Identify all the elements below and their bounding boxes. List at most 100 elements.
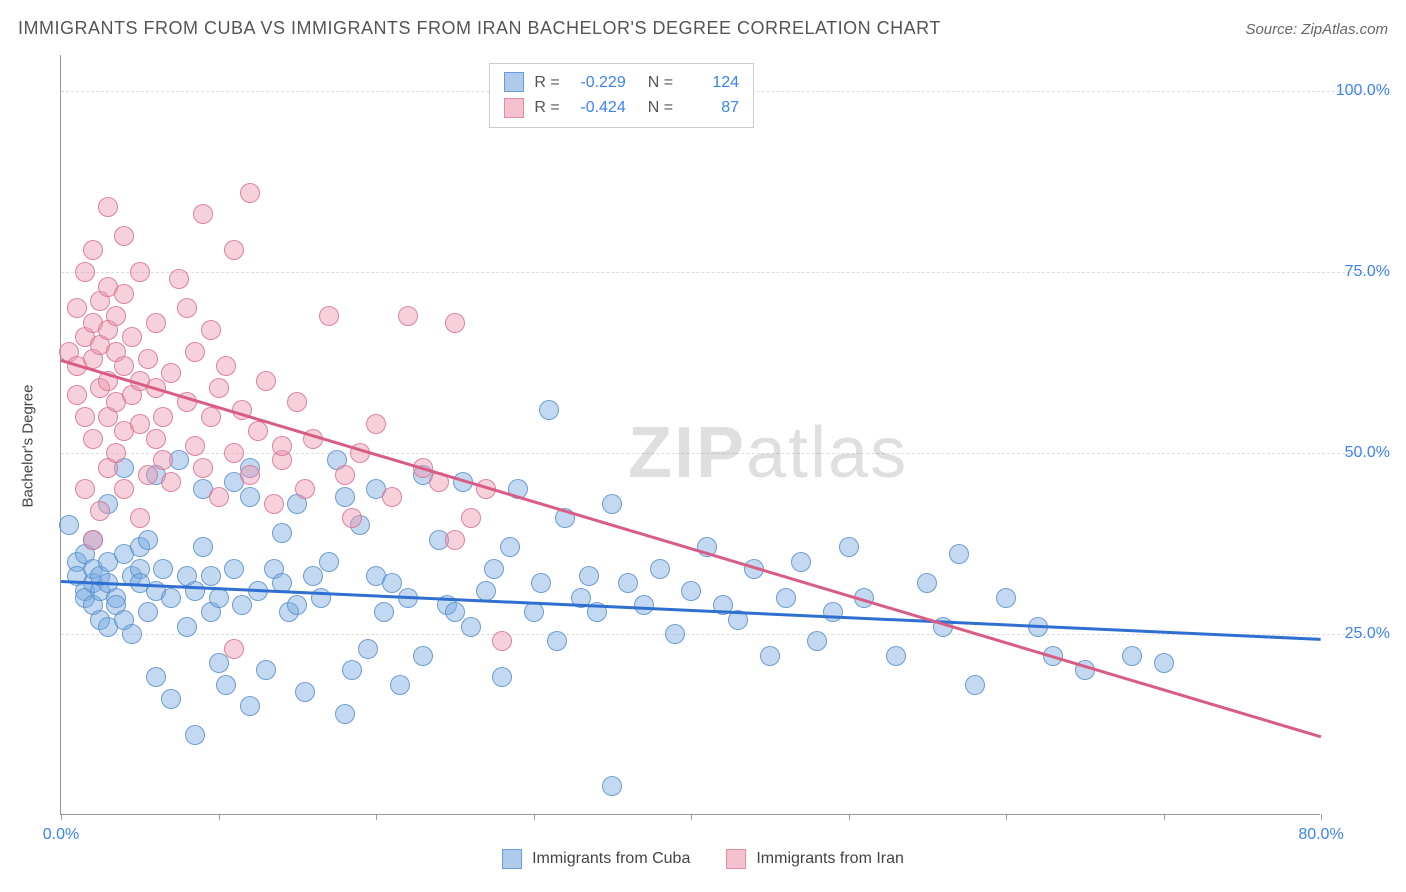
- data-point-cuba: [177, 617, 197, 637]
- data-point-cuba: [303, 566, 323, 586]
- data-point-iran: [209, 487, 229, 507]
- data-point-iran: [114, 226, 134, 246]
- y-tick-label: 50.0%: [1345, 444, 1390, 462]
- data-point-cuba: [484, 559, 504, 579]
- data-point-iran: [366, 414, 386, 434]
- data-point-cuba: [232, 595, 252, 615]
- y-tick-label: 75.0%: [1345, 263, 1390, 281]
- data-point-cuba: [256, 660, 276, 680]
- data-point-cuba: [492, 667, 512, 687]
- y-tick-label: 100.0%: [1336, 82, 1390, 100]
- data-point-iran: [75, 407, 95, 427]
- data-point-iran: [146, 429, 166, 449]
- data-point-iran: [177, 298, 197, 318]
- data-point-iran: [138, 349, 158, 369]
- r-value: -0.424: [570, 95, 626, 121]
- x-tick: [219, 814, 220, 820]
- data-point-cuba: [650, 559, 670, 579]
- data-point-iran: [161, 472, 181, 492]
- data-point-iran: [256, 371, 276, 391]
- data-point-cuba: [1122, 646, 1142, 666]
- data-point-cuba: [342, 660, 362, 680]
- series-legend: Immigrants from Cuba Immigrants from Iran: [502, 846, 904, 872]
- data-point-cuba: [547, 631, 567, 651]
- data-point-iran: [67, 298, 87, 318]
- gridline: [61, 272, 1380, 273]
- data-point-cuba: [949, 544, 969, 564]
- data-point-iran: [90, 501, 110, 521]
- data-point-iran: [114, 284, 134, 304]
- x-tick: [376, 814, 377, 820]
- n-label: N =: [648, 70, 673, 96]
- data-point-iran: [287, 392, 307, 412]
- gridline: [61, 453, 1380, 454]
- data-point-iran: [106, 306, 126, 326]
- data-point-iran: [224, 639, 244, 659]
- data-point-iran: [201, 320, 221, 340]
- x-tick-label: 0.0%: [43, 826, 79, 844]
- data-point-cuba: [776, 588, 796, 608]
- data-point-cuba: [996, 588, 1016, 608]
- data-point-cuba: [374, 602, 394, 622]
- data-point-cuba: [917, 573, 937, 593]
- data-point-iran: [224, 240, 244, 260]
- data-point-cuba: [358, 639, 378, 659]
- data-point-cuba: [153, 559, 173, 579]
- data-point-cuba: [59, 515, 79, 535]
- data-point-iran: [114, 479, 134, 499]
- x-tick: [1006, 814, 1007, 820]
- data-point-cuba: [539, 400, 559, 420]
- data-point-cuba: [335, 704, 355, 724]
- legend-swatch: [504, 72, 524, 92]
- r-label: R =: [534, 70, 559, 96]
- y-axis-label: Bachelor's Degree: [20, 385, 37, 508]
- data-point-cuba: [602, 494, 622, 514]
- data-point-iran: [185, 436, 205, 456]
- data-point-cuba: [382, 573, 402, 593]
- data-point-cuba: [295, 682, 315, 702]
- data-point-cuba: [390, 675, 410, 695]
- data-point-iran: [169, 269, 189, 289]
- data-point-cuba: [319, 552, 339, 572]
- data-point-iran: [153, 407, 173, 427]
- data-point-cuba: [240, 696, 260, 716]
- x-tick: [849, 814, 850, 820]
- source-attribution: Source: ZipAtlas.com: [1245, 21, 1388, 38]
- data-point-cuba: [138, 602, 158, 622]
- data-point-iran: [153, 450, 173, 470]
- data-point-iran: [130, 262, 150, 282]
- data-point-cuba: [839, 537, 859, 557]
- x-tick: [1164, 814, 1165, 820]
- gridline: [61, 634, 1380, 635]
- data-point-iran: [138, 465, 158, 485]
- data-point-cuba: [138, 530, 158, 550]
- data-point-iran: [240, 465, 260, 485]
- x-tick: [691, 814, 692, 820]
- data-point-cuba: [122, 624, 142, 644]
- legend-item: Immigrants from Iran: [726, 846, 904, 872]
- page-title: IMMIGRANTS FROM CUBA VS IMMIGRANTS FROM …: [18, 18, 941, 39]
- data-point-iran: [130, 414, 150, 434]
- data-point-iran: [335, 465, 355, 485]
- data-point-iran: [67, 385, 87, 405]
- data-point-iran: [264, 494, 284, 514]
- data-point-cuba: [524, 602, 544, 622]
- n-label: N =: [648, 95, 673, 121]
- x-tick-label: 80.0%: [1298, 826, 1343, 844]
- data-point-iran: [114, 356, 134, 376]
- r-value: -0.229: [570, 70, 626, 96]
- stats-legend: R =-0.229N =124R =-0.424N =87: [489, 63, 754, 128]
- n-value: 87: [683, 95, 739, 121]
- data-point-cuba: [146, 667, 166, 687]
- data-point-cuba: [760, 646, 780, 666]
- legend-label: Immigrants from Cuba: [532, 846, 690, 872]
- stats-legend-row: R =-0.229N =124: [504, 70, 739, 96]
- data-point-iran: [83, 530, 103, 550]
- data-point-iran: [216, 356, 236, 376]
- data-point-iran: [398, 306, 418, 326]
- data-point-iran: [98, 197, 118, 217]
- data-point-iran: [295, 479, 315, 499]
- data-point-iran: [83, 429, 103, 449]
- data-point-iran: [319, 306, 339, 326]
- data-point-iran: [492, 631, 512, 651]
